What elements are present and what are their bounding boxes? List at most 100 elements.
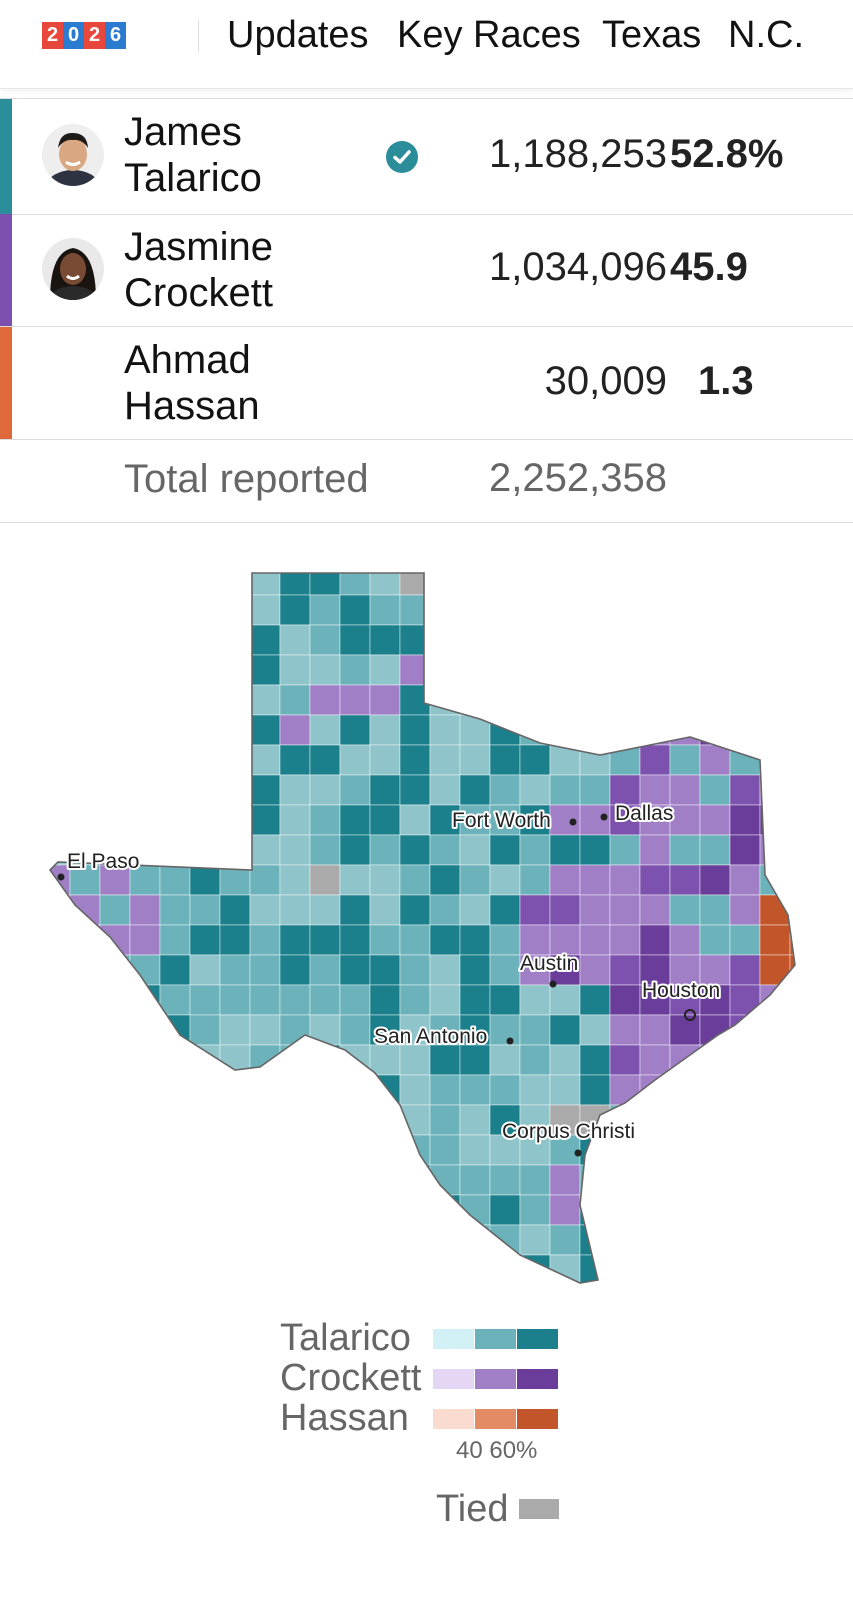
county-tile[interactable] — [189, 1134, 221, 1166]
county-tile[interactable] — [579, 864, 611, 896]
county-tile[interactable] — [99, 714, 131, 746]
county-tile[interactable] — [430, 1285, 460, 1315]
county-tile[interactable] — [789, 1104, 820, 1136]
nav-link-updates[interactable]: Updates — [227, 14, 369, 56]
county-tile[interactable] — [549, 894, 581, 926]
county-tile[interactable] — [129, 565, 161, 596]
county-tile[interactable] — [669, 1224, 701, 1256]
county-tile[interactable] — [129, 684, 161, 716]
county-tile[interactable] — [670, 1285, 700, 1315]
county-tile[interactable] — [609, 894, 641, 926]
county-tile[interactable] — [639, 654, 671, 686]
county-tile[interactable] — [189, 1164, 221, 1196]
county-tile[interactable] — [759, 624, 791, 656]
county-tile[interactable] — [519, 744, 551, 776]
county-tile[interactable] — [399, 1104, 431, 1136]
county-tile[interactable] — [699, 654, 731, 686]
county-tile[interactable] — [579, 894, 611, 926]
county-tile[interactable] — [699, 804, 731, 836]
county-tile[interactable] — [429, 594, 461, 626]
county-tile[interactable] — [129, 744, 161, 776]
county-tile[interactable] — [159, 744, 191, 776]
county-tile[interactable] — [699, 624, 731, 656]
county-tile[interactable] — [249, 894, 281, 926]
county-tile[interactable] — [69, 1254, 101, 1285]
county-tile[interactable] — [519, 1194, 551, 1226]
county-tile[interactable] — [549, 594, 581, 626]
county-tile[interactable] — [159, 654, 191, 686]
county-tile[interactable] — [609, 804, 641, 836]
county-tile[interactable] — [279, 565, 311, 596]
county-tile[interactable] — [159, 804, 191, 836]
county-tile[interactable] — [609, 984, 641, 1016]
county-tile[interactable] — [99, 744, 131, 776]
county-tile[interactable] — [219, 774, 251, 806]
county-tile[interactable] — [159, 894, 191, 926]
county-tile[interactable] — [249, 1014, 281, 1046]
county-tile[interactable] — [159, 624, 191, 656]
county-tile[interactable] — [729, 684, 761, 716]
county-tile[interactable] — [519, 684, 551, 716]
county-tile[interactable] — [549, 624, 581, 656]
county-tile[interactable] — [639, 624, 671, 656]
county-tile[interactable] — [579, 1014, 611, 1046]
county-tile[interactable] — [399, 774, 431, 806]
county-tile[interactable] — [579, 594, 611, 626]
county-tile[interactable] — [160, 1285, 190, 1315]
county-tile[interactable] — [729, 1224, 761, 1256]
county-tile[interactable] — [250, 1285, 280, 1315]
county-tile[interactable] — [369, 744, 401, 776]
county-tile[interactable] — [339, 565, 371, 596]
county-tile[interactable] — [429, 714, 461, 746]
county-tile[interactable] — [219, 684, 251, 716]
county-tile[interactable] — [759, 1164, 791, 1196]
county-tile[interactable] — [759, 1074, 791, 1106]
county-tile[interactable] — [399, 684, 431, 716]
county-tile[interactable] — [159, 954, 191, 986]
county-tile[interactable] — [40, 1014, 71, 1046]
county-tile[interactable] — [69, 624, 101, 656]
county-tile[interactable] — [279, 744, 311, 776]
county-tile[interactable] — [759, 654, 791, 686]
county-tile[interactable] — [789, 654, 820, 686]
county-tile[interactable] — [129, 1194, 161, 1226]
county-tile[interactable] — [699, 1044, 731, 1076]
county-tile[interactable] — [730, 1285, 760, 1315]
county-tile[interactable] — [159, 565, 191, 596]
county-tile[interactable] — [429, 565, 461, 596]
county-tile[interactable] — [459, 924, 491, 956]
county-tile[interactable] — [399, 594, 431, 626]
county-tile[interactable] — [429, 864, 461, 896]
county-tile[interactable] — [699, 924, 731, 956]
county-tile[interactable] — [459, 954, 491, 986]
county-tile[interactable] — [609, 834, 641, 866]
county-tile[interactable] — [279, 954, 311, 986]
county-tile[interactable] — [699, 1194, 731, 1226]
county-tile[interactable] — [129, 1074, 161, 1106]
county-tile[interactable] — [579, 834, 611, 866]
county-tile[interactable] — [579, 684, 611, 716]
county-tile[interactable] — [399, 804, 431, 836]
county-tile[interactable] — [189, 984, 221, 1016]
county-tile[interactable] — [609, 954, 641, 986]
county-tile[interactable] — [729, 565, 761, 596]
county-tile[interactable] — [789, 714, 820, 746]
county-tile[interactable] — [129, 894, 161, 926]
county-tile[interactable] — [189, 1104, 221, 1136]
county-tile[interactable] — [459, 1224, 491, 1256]
county-tile[interactable] — [69, 1224, 101, 1256]
county-tile[interactable] — [429, 834, 461, 866]
county-tile[interactable] — [40, 984, 71, 1016]
county-tile[interactable] — [399, 1224, 431, 1256]
county-tile[interactable] — [69, 594, 101, 626]
county-tile[interactable] — [69, 954, 101, 986]
county-tile[interactable] — [369, 714, 401, 746]
county-tile[interactable] — [69, 774, 101, 806]
county-tile[interactable] — [369, 565, 401, 596]
county-tile[interactable] — [520, 1285, 550, 1315]
county-tile[interactable] — [219, 1254, 251, 1285]
county-tile[interactable] — [189, 804, 221, 836]
county-tile[interactable] — [249, 1044, 281, 1076]
county-tile[interactable] — [99, 1254, 131, 1285]
county-tile[interactable] — [399, 624, 431, 656]
